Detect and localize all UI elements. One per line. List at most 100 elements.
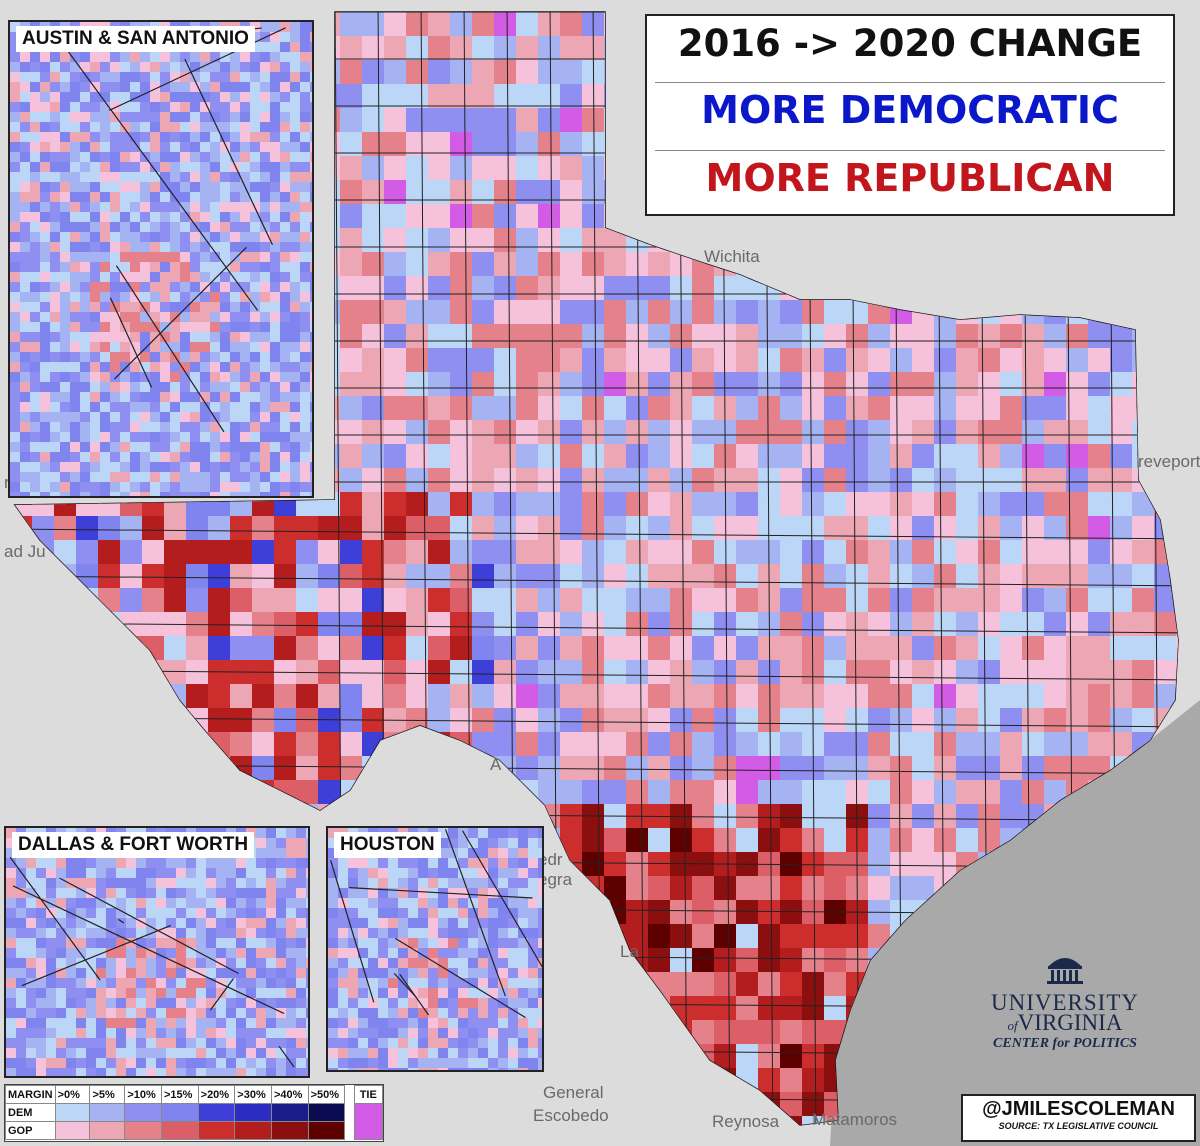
precinct-cell (1132, 516, 1156, 542)
inset-map (10, 22, 312, 496)
precinct-cell (310, 102, 312, 113)
precinct-cell (1022, 588, 1044, 613)
precinct-cell (140, 352, 151, 362)
inset-map (6, 828, 308, 1076)
precinct-cell (758, 444, 783, 471)
precinct-cell (310, 342, 312, 352)
precinct-cell (846, 324, 868, 348)
precinct-cell (106, 878, 117, 888)
precinct-cell (160, 292, 171, 303)
precinct-cell (1022, 636, 1047, 661)
precinct-cell (100, 182, 110, 192)
inset-houston: HOUSTON (326, 826, 544, 1072)
precinct-cell (648, 372, 672, 396)
city-label-laredo: La (620, 942, 639, 961)
precinct-cell (310, 292, 312, 303)
precinct-cell (670, 540, 692, 570)
precinct-cell (516, 756, 539, 787)
precinct-cell (286, 1008, 296, 1019)
precinct-cell (306, 878, 308, 889)
precinct-cell (120, 72, 131, 83)
precinct-cell (538, 828, 542, 839)
precinct-cell (780, 612, 806, 638)
precinct-cell (846, 636, 869, 666)
precinct-cell (226, 898, 237, 908)
city-label-escobedo: Escobedo (533, 1106, 609, 1125)
precinct-cell (648, 660, 673, 684)
precinct-cell (196, 958, 207, 969)
precinct-cell (310, 172, 312, 183)
precinct-cell (86, 1068, 96, 1076)
precinct-cell (50, 492, 61, 496)
precinct-cell (736, 468, 762, 494)
precinct-cell (6, 968, 17, 978)
precinct-cell (306, 868, 308, 879)
city-label-general: General (543, 1083, 604, 1102)
precinct-cell (110, 382, 121, 392)
precinct-cell (868, 780, 890, 805)
precinct-cell (190, 242, 200, 253)
precinct-cell (626, 924, 651, 951)
precinct-cell (136, 968, 147, 978)
inset-title: DALLAS & FORT WORTH (12, 832, 255, 858)
precinct-cell (20, 212, 31, 223)
precinct-cell (16, 928, 26, 938)
precinct-cell (824, 564, 850, 590)
precinct-cell (626, 876, 649, 903)
precinct-cell (340, 612, 363, 638)
precinct-cell (1044, 348, 1069, 374)
precinct-cell (46, 1058, 56, 1068)
city-label-shreveport: reveport (1138, 452, 1200, 471)
precinct-cell (296, 1048, 306, 1058)
precinct-cell (780, 540, 806, 568)
precinct-cell (670, 804, 694, 828)
precinct-cell (978, 612, 1004, 639)
precinct-cell (318, 636, 343, 660)
precinct-cell (648, 708, 670, 739)
precinct-cell (20, 82, 30, 93)
precinct-cell (1176, 636, 1178, 663)
precinct-cell (186, 636, 212, 664)
precinct-cell (714, 588, 737, 613)
precinct-cell (60, 142, 71, 152)
precinct-cell (406, 324, 430, 348)
precinct-cell (30, 232, 41, 243)
precinct-cell (626, 444, 649, 470)
precinct-cell (1132, 636, 1154, 661)
precinct-cell (362, 372, 388, 398)
precinct-cell (266, 828, 276, 839)
precinct-cell (310, 452, 312, 463)
precinct-cell (300, 422, 310, 433)
gulf-of-mexico (830, 700, 1200, 1146)
precinct-cell (160, 472, 171, 483)
precinct-cell (200, 362, 210, 373)
precinct-cell (210, 352, 221, 363)
precinct-cell (26, 928, 37, 938)
precinct-cell (36, 918, 46, 928)
precinct-cell (310, 492, 312, 496)
precinct-cell (538, 492, 560, 517)
precinct-cell (310, 152, 312, 163)
precinct-cell (306, 978, 308, 989)
precinct-cell (210, 492, 221, 496)
precinct-cell (146, 1068, 157, 1076)
precinct-cell (604, 468, 630, 492)
precinct-cell (472, 300, 494, 329)
precinct-cell (1066, 660, 1089, 690)
precinct-cell (256, 1028, 266, 1039)
precinct-cell (256, 858, 267, 869)
precinct-cell (560, 372, 583, 401)
precinct-cell (216, 1018, 226, 1029)
precinct-cell (626, 684, 648, 715)
precinct-cell (246, 1068, 256, 1076)
precinct-cell (164, 540, 188, 564)
precinct-cell (310, 162, 312, 172)
city-label-wichita: Wichita (704, 247, 760, 266)
precinct-cell (250, 172, 260, 182)
precinct-cell (206, 888, 216, 898)
precinct-cell (406, 468, 429, 499)
precinct-cell (714, 324, 737, 348)
precinct-cell (296, 636, 322, 660)
precinct-cell (340, 372, 365, 399)
precinct-cell (50, 162, 60, 172)
